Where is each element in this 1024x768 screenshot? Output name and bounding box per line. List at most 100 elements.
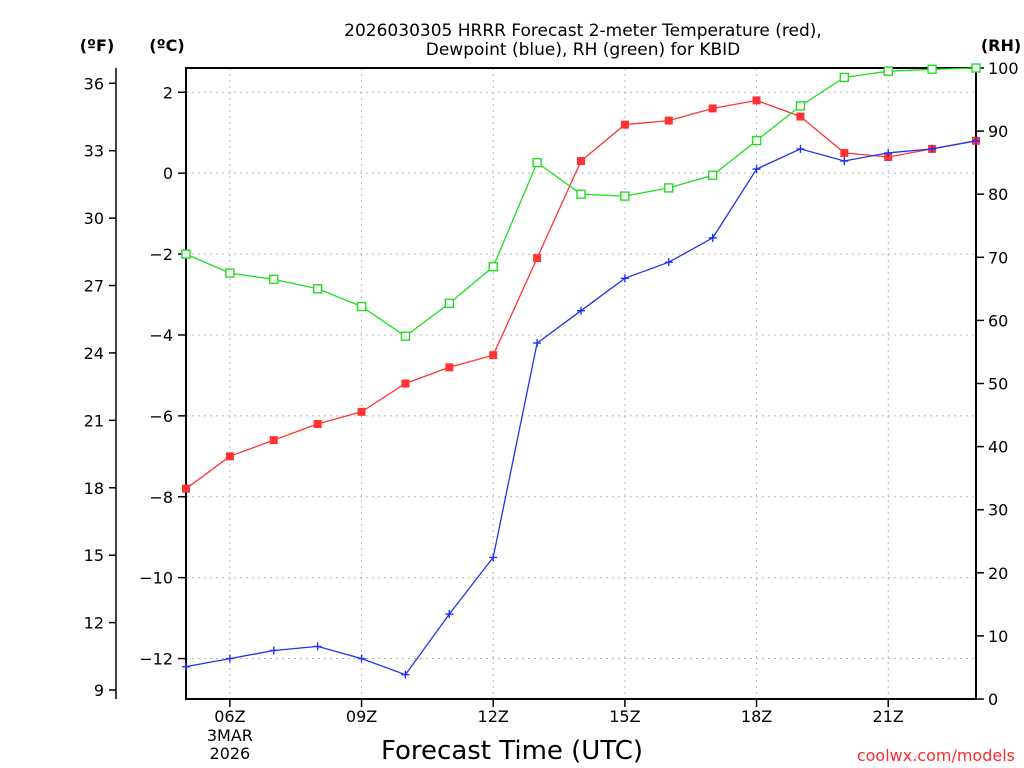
x-tick-sublabel: 2026	[210, 744, 251, 763]
credit-text: coolwx.com/models	[857, 746, 1015, 765]
x-tick-sublabel: 3MAR	[207, 726, 253, 745]
celsius-tick-label: −2	[149, 245, 173, 264]
rh-tick-label: 0	[988, 690, 998, 709]
series-line-dewpoint	[185, 140, 977, 676]
celsius-tick-label: 2	[163, 83, 173, 102]
fahrenheit-tick-label: 21	[84, 411, 104, 430]
rh-point	[488, 262, 498, 272]
tick-labels: 20−2−4−6−8−10−12363330272421181512910090…	[84, 59, 1019, 763]
celsius-tick-label: −10	[139, 569, 173, 588]
temperature-point	[577, 157, 585, 166]
celsius-tick-label: −4	[149, 326, 173, 345]
dewpoint-point	[225, 654, 234, 663]
fahrenheit-tick-label: 18	[84, 479, 104, 498]
dewpoint-point	[577, 306, 585, 315]
data-series	[181, 63, 981, 679]
series-dewpoint	[182, 136, 980, 679]
temperature-point	[752, 96, 761, 105]
dewpoint-point	[752, 165, 761, 174]
unit-label-fahrenheit: (ºF)	[80, 36, 115, 55]
dewpoint-point	[182, 662, 190, 671]
rh-point	[707, 170, 718, 180]
rh-tick-label: 50	[988, 375, 1008, 394]
rh-point	[839, 72, 850, 83]
fahrenheit-tick-label: 36	[84, 74, 104, 93]
rh-tick-label: 60	[988, 311, 1008, 330]
celsius-tick-label: −12	[139, 650, 173, 669]
dewpoint-point	[708, 233, 717, 242]
temperature-point	[401, 379, 410, 388]
dewpoint-point	[445, 610, 454, 619]
x-tick-label: 09Z	[346, 707, 377, 726]
rh-tick-label: 20	[988, 564, 1008, 583]
temperature-point	[796, 112, 805, 121]
celsius-tick-label: −8	[149, 488, 173, 507]
fahrenheit-tick-label: 12	[84, 614, 104, 633]
unit-label-rh: (RH)	[981, 36, 1021, 55]
rh-point	[225, 268, 235, 278]
temperature-point	[708, 104, 717, 113]
fahrenheit-tick-label: 27	[84, 277, 104, 296]
rh-point	[576, 189, 586, 199]
dewpoint-point	[928, 144, 937, 153]
dewpoint-point	[796, 144, 805, 153]
fahrenheit-tick-label: 9	[94, 681, 104, 700]
temperature-point	[840, 148, 849, 157]
temperature-point	[182, 484, 190, 493]
chart-title-line2: Dewpoint (blue), RH (green) for KBID	[426, 40, 741, 60]
temperature-point	[489, 351, 498, 360]
rh-tick-label: 40	[988, 438, 1008, 457]
rh-point	[751, 135, 762, 146]
rh-tick-label: 80	[988, 185, 1008, 204]
chart-title-line1: 2026030305 HRRR Forecast 2-meter Tempera…	[344, 21, 822, 41]
x-tick-label: 12Z	[478, 707, 509, 726]
series-rh	[181, 63, 981, 341]
unit-label-celsius: (ºC)	[149, 36, 184, 55]
temperature-point	[225, 452, 234, 461]
rh-point	[181, 249, 191, 259]
rh-point	[356, 301, 367, 312]
temperature-point	[269, 436, 278, 445]
x-tick-label: 06Z	[214, 707, 245, 726]
rh-point	[620, 191, 630, 201]
temperature-point	[620, 120, 629, 129]
fahrenheit-tick-label: 33	[84, 142, 104, 161]
dewpoint-point	[401, 670, 410, 679]
temperature-point	[445, 363, 454, 372]
dewpoint-point	[357, 654, 366, 663]
dewpoint-point	[269, 646, 278, 655]
dewpoint-point	[664, 258, 673, 267]
rh-point	[400, 331, 411, 341]
rh-tick-label: 70	[988, 248, 1008, 267]
rh-point	[971, 63, 981, 73]
rh-point	[312, 284, 323, 294]
temperature-point	[884, 152, 893, 161]
rh-tick-label: 30	[988, 501, 1008, 520]
fahrenheit-tick-label: 24	[84, 344, 104, 363]
dewpoint-point	[972, 136, 980, 145]
dewpoint-point	[533, 339, 542, 348]
celsius-tick-label: 0	[163, 164, 173, 183]
series-line-rh	[185, 67, 977, 337]
rh-tick-label: 10	[988, 627, 1008, 646]
rh-point	[883, 66, 893, 76]
rh-point	[532, 157, 542, 168]
fahrenheit-tick-label: 15	[84, 546, 104, 565]
celsius-tick-label: −6	[149, 407, 173, 426]
dewpoint-point	[884, 148, 893, 157]
temperature-point	[357, 407, 366, 416]
x-axis-label: Forecast Time (UTC)	[381, 736, 643, 766]
dewpoint-point	[489, 553, 498, 562]
fahrenheit-tick-label: 30	[84, 209, 104, 228]
dewpoint-point	[313, 642, 322, 651]
x-tick-label: 15Z	[609, 707, 640, 726]
dewpoint-point	[620, 274, 629, 283]
rh-point	[269, 274, 279, 285]
temperature-point	[533, 254, 542, 263]
temperature-point	[664, 116, 673, 125]
dewpoint-point	[840, 157, 849, 166]
x-tick-label: 21Z	[873, 707, 904, 726]
rh-tick-label: 90	[988, 122, 1008, 141]
rh-point	[444, 298, 455, 309]
